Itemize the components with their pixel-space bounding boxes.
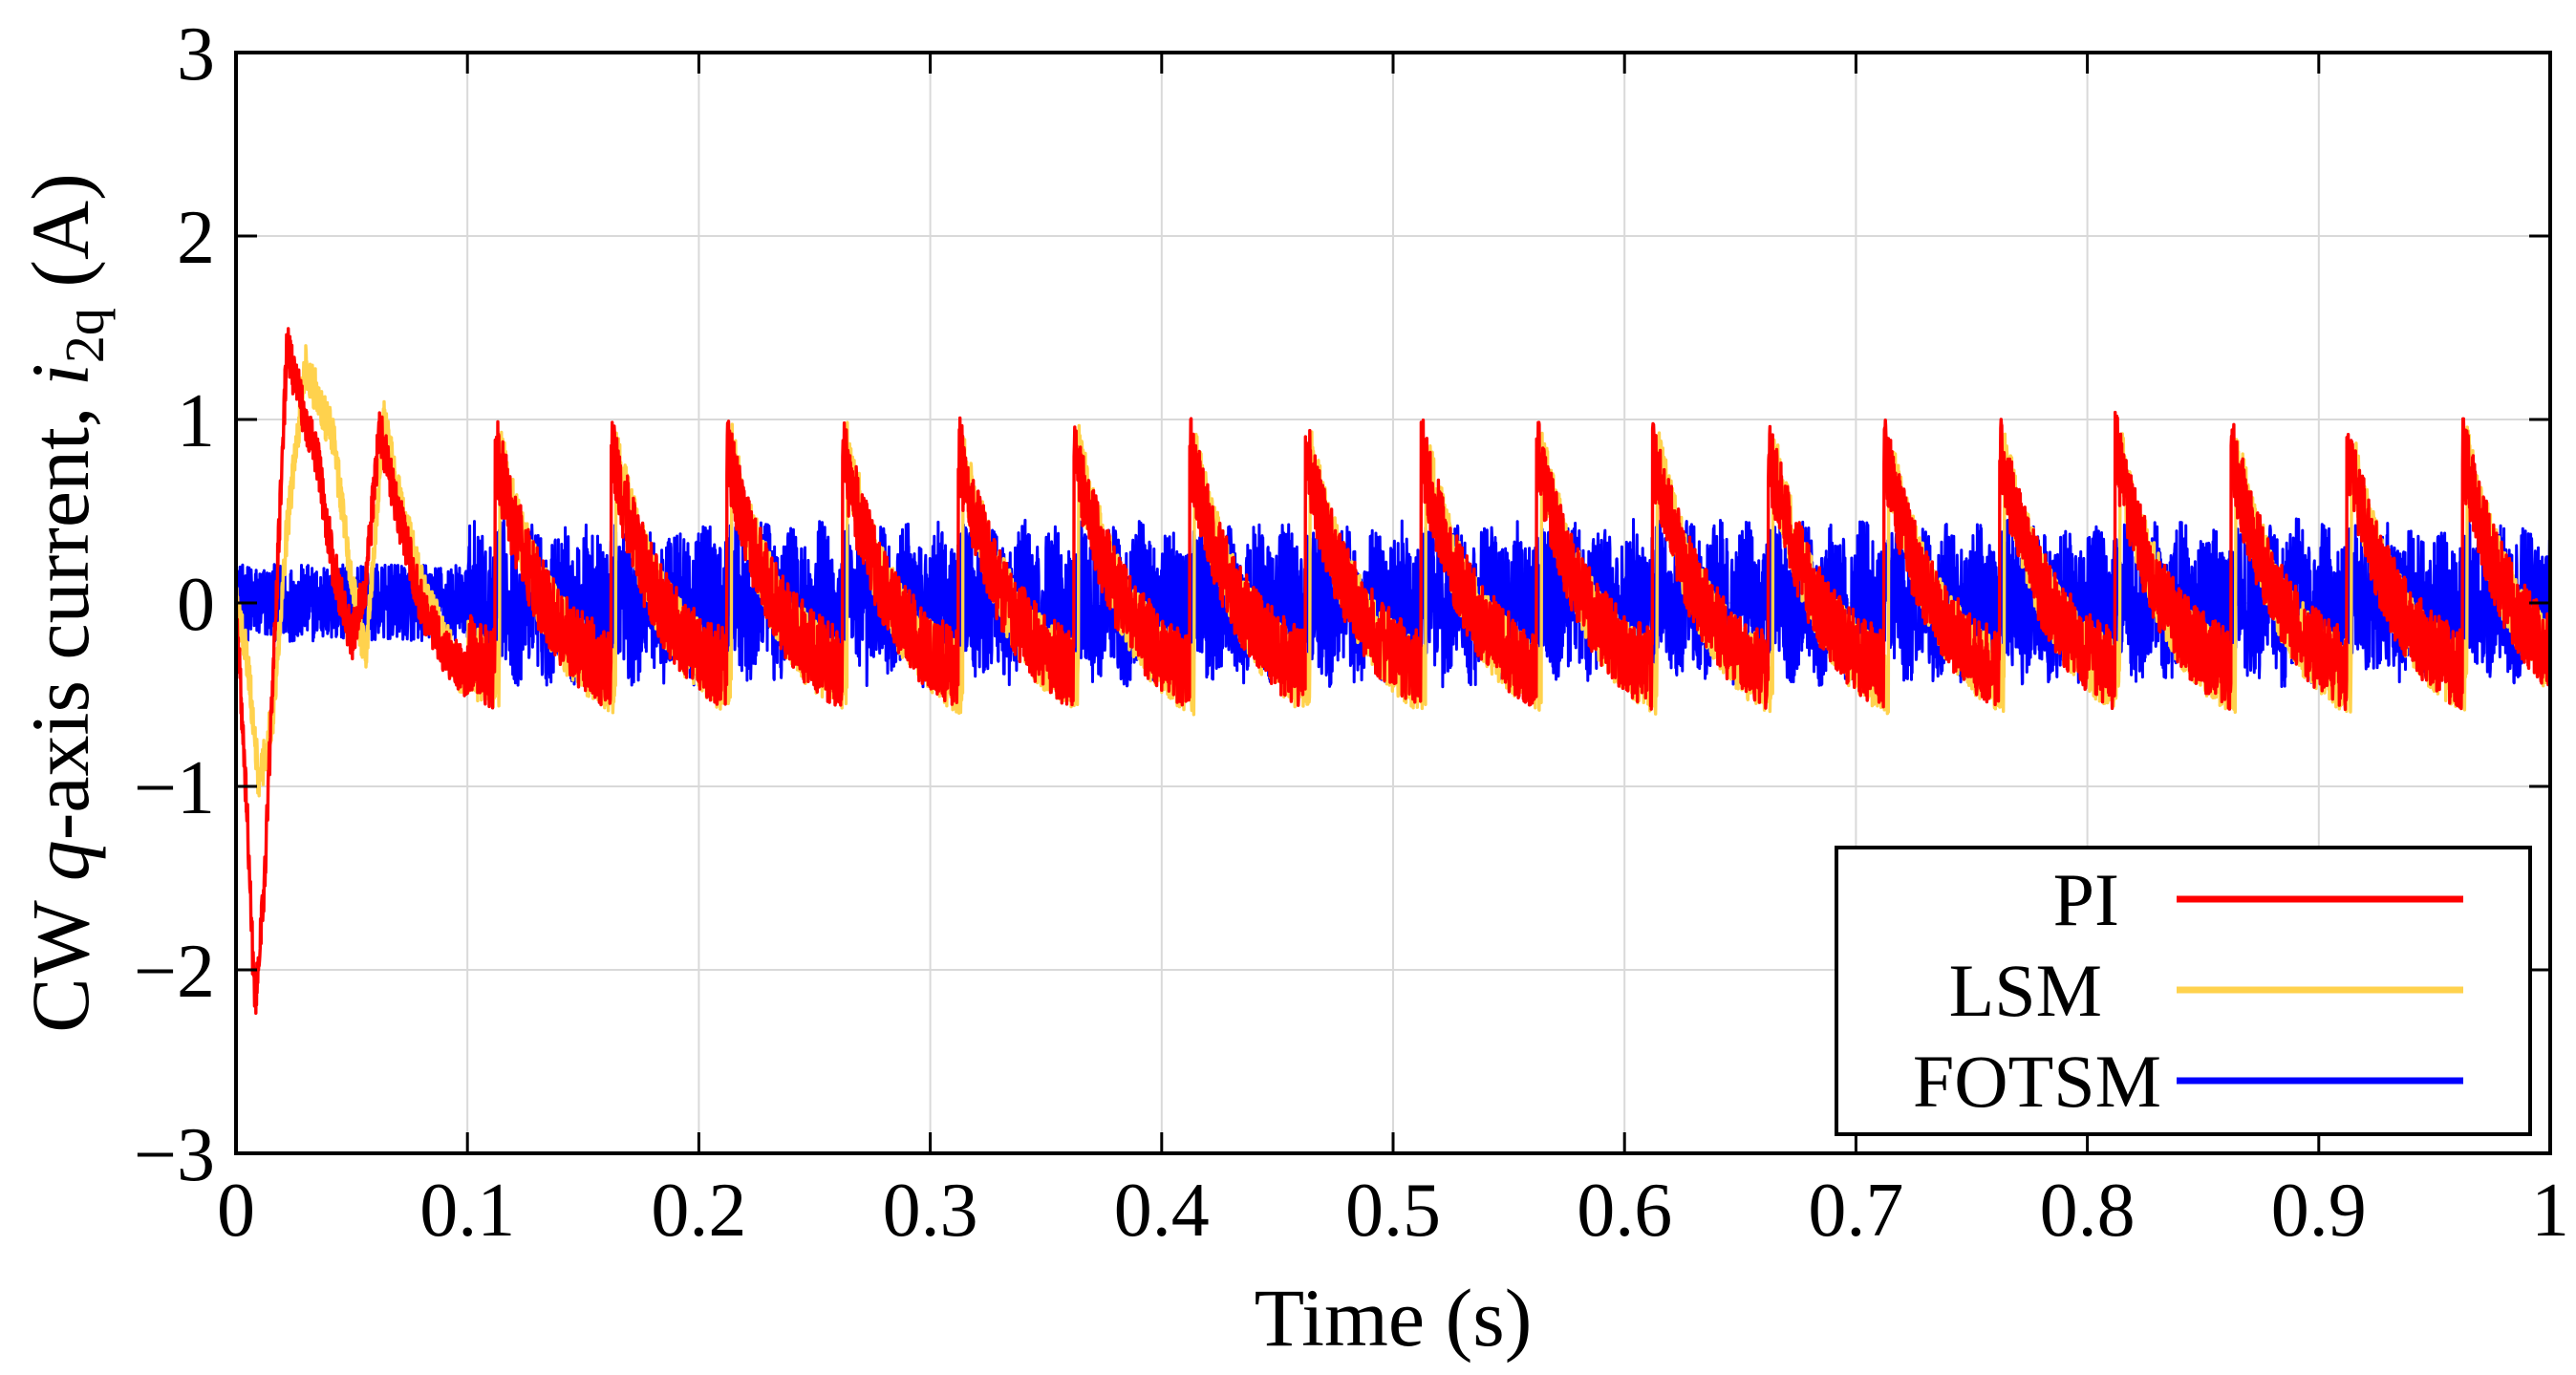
x-axis-title: Time (s) bbox=[1255, 1272, 1533, 1364]
y-tick-label: −2 bbox=[134, 930, 215, 1014]
series-line-pi bbox=[236, 327, 2550, 1015]
x-tick-label: 0.2 bbox=[651, 1169, 746, 1253]
x-tick-label: 0.9 bbox=[2271, 1169, 2367, 1253]
legend-label-fotsm: FOTSM bbox=[1913, 1040, 2161, 1123]
y-axis-title-prefix: CW bbox=[14, 881, 106, 1032]
y-tick-label: 2 bbox=[177, 196, 215, 280]
ticks bbox=[234, 51, 2552, 1155]
x-tick-label: 0.6 bbox=[1577, 1169, 1672, 1253]
y-tick-label: 0 bbox=[177, 563, 215, 647]
x-tick-label: 0.3 bbox=[883, 1169, 978, 1253]
y-tick-label: −1 bbox=[134, 746, 215, 830]
y-tick-label: 1 bbox=[177, 379, 215, 463]
y-axis-title: CW q-axis current, i2q (A) bbox=[14, 173, 116, 1032]
legend-label-lsm: LSM bbox=[1949, 949, 2102, 1032]
legend-label-pi: PI bbox=[2053, 858, 2119, 941]
y-tick-label: 3 bbox=[177, 12, 215, 97]
x-tick-label: 0.7 bbox=[1808, 1169, 1903, 1253]
x-tick-label: 0 bbox=[217, 1169, 255, 1253]
y-tick-label: −3 bbox=[134, 1113, 215, 1197]
y-axis-title-i: i bbox=[14, 363, 106, 386]
y-axis-title-q: q bbox=[14, 840, 106, 881]
legend: PI LSM FOTSM bbox=[1835, 846, 2532, 1136]
series-layer bbox=[236, 327, 2550, 1015]
series-line-fotsm bbox=[236, 517, 2550, 689]
x-tick-label: 0.4 bbox=[1114, 1169, 1210, 1253]
tick-labels: 0 0.1 0.2 0.3 0.4 0.5 0.6 0.7 0.8 0.9 1 3 2 1 0 −1 −2 −3 bbox=[134, 12, 2569, 1253]
x-tick-label: 0.8 bbox=[2040, 1169, 2136, 1253]
x-tick-label: 0.1 bbox=[419, 1169, 515, 1253]
x-tick-label: 0.5 bbox=[1345, 1169, 1441, 1253]
y-axis-title-mid: -axis current, bbox=[14, 386, 106, 840]
y-axis-title-unit: (A) bbox=[14, 173, 106, 308]
x-tick-label: 1 bbox=[2531, 1169, 2569, 1253]
y-axis-title-subscript: 2q bbox=[54, 308, 116, 363]
